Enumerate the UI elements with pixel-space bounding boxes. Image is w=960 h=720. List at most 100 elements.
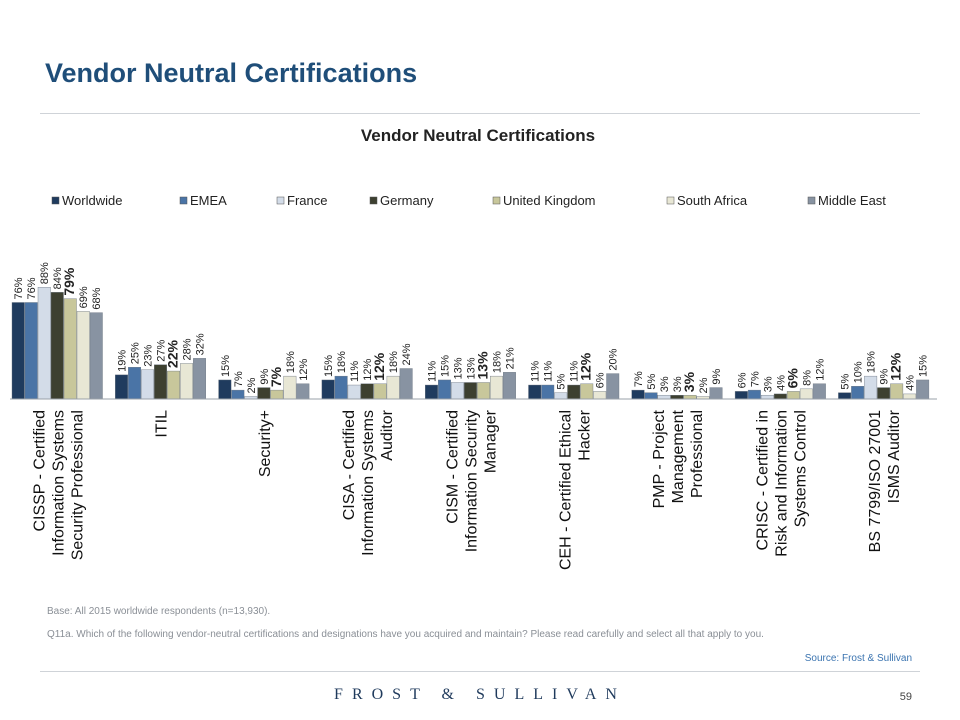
- data-label: 15%: [439, 355, 451, 377]
- bar-south-africa: [283, 375, 297, 400]
- data-label: 3%: [681, 371, 697, 392]
- data-label: 18%: [866, 351, 878, 373]
- data-label: 4%: [905, 375, 917, 391]
- data-label: 12%: [578, 352, 594, 381]
- data-label: 3%: [672, 376, 684, 392]
- category-label: ITIL: [154, 410, 171, 438]
- data-label: 18%: [491, 351, 503, 373]
- data-label: 13%: [465, 357, 477, 379]
- bar-emea: [231, 389, 245, 400]
- bar-group-4: 15% 18% 11% 12%12% 18% 24%: [321, 343, 413, 400]
- legend-item-germany: Germany: [369, 193, 434, 208]
- category-label: Manager: [482, 409, 499, 473]
- legend-swatch: [179, 196, 188, 205]
- bar-group-5: 11% 15% 13% 13%13% 18% 21%: [425, 347, 516, 400]
- bar-france: [141, 369, 155, 400]
- data-label: 10%: [853, 361, 865, 383]
- bar-middle-east: [709, 387, 723, 400]
- bar-worldwide: [115, 374, 129, 400]
- legend-swatch: [51, 196, 60, 205]
- data-label: 76%: [26, 277, 38, 299]
- legend-item-south-africa: South Africa: [666, 193, 748, 208]
- data-label: 13%: [474, 351, 490, 380]
- category-label: Professional: [689, 410, 706, 498]
- bar-middle-east: [916, 379, 930, 400]
- category-label: CISA - Certified: [341, 410, 358, 520]
- category-label: Security+: [257, 410, 274, 477]
- data-label: 3%: [762, 376, 774, 392]
- bar-united-kingdom: [683, 394, 697, 400]
- bar-group-1: 76% 76%88% 84%79%69% 68%: [11, 262, 103, 400]
- data-label: 69%: [78, 286, 90, 308]
- data-label: 2%: [698, 377, 710, 393]
- data-label: 28%: [182, 338, 194, 360]
- bar-germany: [670, 394, 684, 400]
- bar-middle-east: [296, 383, 310, 400]
- bar-united-kingdom: [890, 383, 904, 400]
- bar-france: [554, 392, 568, 400]
- bar-emea: [747, 389, 761, 400]
- base-note: Base: All 2015 worldwide respondents (n=…: [47, 606, 271, 617]
- bar-worldwide: [631, 389, 645, 400]
- bar-france: [760, 394, 774, 400]
- data-label: 13%: [452, 357, 464, 379]
- data-label: 18%: [388, 351, 400, 373]
- data-label: 12%: [814, 359, 826, 381]
- data-label: 22%: [165, 339, 181, 368]
- legend-swatch: [807, 196, 816, 205]
- data-label: 12%: [371, 352, 387, 381]
- bar-germany: [464, 382, 477, 400]
- data-label: 76%: [13, 277, 25, 299]
- chart-legend: Worldwide EMEA France Germany United Kingdom…: [51, 193, 886, 208]
- legend-item-middle-east: Middle East: [807, 193, 886, 208]
- category-label: Information Security: [463, 410, 480, 552]
- legend-label: EMEA: [190, 193, 227, 208]
- bar-united-kingdom: [373, 383, 387, 400]
- brand-logo: FROST & SULLIVAN: [334, 686, 626, 703]
- data-label: 27%: [156, 339, 168, 361]
- category-label: CRISC - Certified in: [754, 410, 771, 550]
- bar-south-africa: [903, 393, 917, 400]
- chart-bars: 76% 76%88% 84%79%69% 68%19% 25% 23% 27%22% 28% 3…: [11, 262, 930, 400]
- data-label: 4%: [775, 375, 787, 391]
- bar-united-kingdom: [580, 383, 594, 400]
- bar-worldwide: [838, 392, 852, 400]
- data-label: 15%: [323, 355, 335, 377]
- data-label: 9%: [711, 368, 723, 384]
- data-label: 5%: [556, 374, 568, 390]
- data-label: 9%: [259, 368, 271, 384]
- data-label: 79%: [61, 267, 77, 296]
- bar-france: [451, 382, 464, 400]
- category-label: Information Systems: [50, 410, 67, 556]
- bar-group-8: 6% 7% 3% 4%6% 8% 12%: [734, 359, 826, 400]
- data-label: 11%: [426, 361, 438, 382]
- data-label: 68%: [91, 287, 103, 309]
- category-label: CISM - Certified: [444, 410, 461, 524]
- legend-label: Middle East: [818, 193, 886, 208]
- data-label: 24%: [401, 343, 413, 365]
- bar-south-africa: [76, 311, 90, 400]
- bar-germany: [773, 393, 787, 400]
- bar-emea: [24, 302, 38, 400]
- bar-germany: [50, 292, 64, 400]
- legend-item-united-kingdom: United Kingdom: [492, 193, 596, 208]
- data-label: 11%: [349, 361, 361, 382]
- legend-swatch: [369, 196, 378, 205]
- footer-divider: [40, 671, 920, 672]
- legend-label: Germany: [380, 193, 434, 208]
- bar-worldwide: [321, 379, 335, 400]
- bar-emea: [128, 367, 142, 400]
- legend-label: South Africa: [677, 193, 748, 208]
- bar-group-7: 7% 5% 3% 3%3% 2%9%: [631, 368, 723, 400]
- data-label: 5%: [840, 374, 852, 390]
- bar-south-africa: [490, 375, 503, 400]
- legend-swatch: [666, 196, 675, 205]
- data-label: 2%: [246, 377, 258, 393]
- bar-group-9: 5% 10% 18%9%12%4%15%: [838, 351, 930, 400]
- data-label: 7%: [268, 366, 284, 387]
- category-label: Risk and Information: [773, 410, 790, 557]
- data-label: 88%: [39, 262, 51, 284]
- page-number: 59: [899, 691, 912, 703]
- data-label: 7%: [233, 371, 245, 387]
